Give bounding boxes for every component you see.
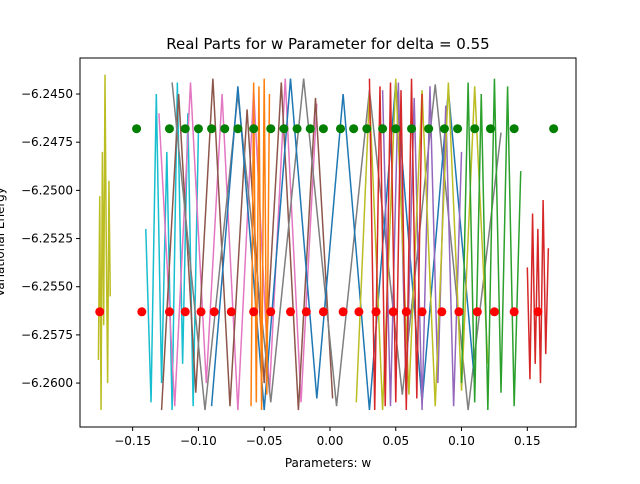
data-point xyxy=(226,307,236,317)
y-tick-label: −6.2525 xyxy=(21,232,73,246)
chart-title: Real Parts for w Parameter for delta = 0… xyxy=(166,35,489,53)
data-point xyxy=(454,307,464,317)
data-point xyxy=(453,124,463,134)
data-point xyxy=(207,124,217,134)
data-point xyxy=(509,124,519,134)
data-point xyxy=(292,124,302,134)
data-point xyxy=(549,124,559,134)
x-tick-label: 0.15 xyxy=(514,434,541,448)
data-point xyxy=(371,307,381,317)
y-axis-label: Variational Energy xyxy=(0,187,7,297)
y-tick-label: −6.2575 xyxy=(21,328,73,342)
axes: −0.15 −0.10 −0.05 0.00 0.05 0.10 0.15 −6.2450 −6… xyxy=(21,57,577,448)
data-line xyxy=(460,78,522,411)
data-point xyxy=(196,307,206,317)
x-tick-label: −0.10 xyxy=(180,434,217,448)
data-point xyxy=(472,307,482,317)
data-line xyxy=(381,82,463,411)
y-tick-label: −6.2500 xyxy=(21,183,73,197)
data-line xyxy=(355,78,489,411)
x-axis-label: Parameters: w xyxy=(285,456,372,470)
data-point xyxy=(470,124,480,134)
data-line xyxy=(526,199,550,384)
data-line xyxy=(97,74,112,411)
data-point xyxy=(533,307,543,317)
data-point xyxy=(305,124,315,134)
data-point xyxy=(266,307,276,317)
data-line xyxy=(145,82,200,411)
x-tick-label: −0.05 xyxy=(246,434,283,448)
data-point xyxy=(388,307,398,317)
data-point xyxy=(407,124,417,134)
data-point xyxy=(401,307,411,317)
data-point xyxy=(362,124,372,134)
x-tick-label: 0.00 xyxy=(317,434,344,448)
data-point xyxy=(391,124,401,134)
data-point xyxy=(132,124,142,134)
plot-area xyxy=(95,74,559,411)
axes-frame xyxy=(79,57,577,428)
data-point xyxy=(137,307,147,317)
x-tick-label: 0.05 xyxy=(382,434,409,448)
data-point xyxy=(95,307,105,317)
data-point xyxy=(509,307,519,317)
data-point xyxy=(354,307,364,317)
y-tick-label: −6.2475 xyxy=(21,135,73,149)
y-tick-label: −6.2550 xyxy=(21,280,73,294)
data-point xyxy=(286,307,296,317)
data-point xyxy=(266,124,276,134)
y-tick-label: −6.2450 xyxy=(21,87,73,101)
x-tick-label: −0.15 xyxy=(114,434,151,448)
data-point xyxy=(180,124,190,134)
data-point xyxy=(180,307,190,317)
data-point xyxy=(437,307,447,317)
data-point xyxy=(164,307,174,317)
data-point xyxy=(249,124,259,134)
data-point xyxy=(335,124,345,134)
data-line xyxy=(171,78,502,411)
data-point xyxy=(489,307,499,317)
data-point xyxy=(220,124,230,134)
data-point xyxy=(349,124,359,134)
data-point xyxy=(193,124,203,134)
data-line xyxy=(368,78,423,411)
data-line xyxy=(250,78,271,411)
data-point xyxy=(301,307,311,317)
data-point xyxy=(279,124,289,134)
data-point xyxy=(318,307,328,317)
data-point xyxy=(164,124,174,134)
data-point xyxy=(318,124,328,134)
y-tick-label: −6.2600 xyxy=(21,376,73,390)
data-line xyxy=(158,78,318,411)
data-line xyxy=(160,78,334,411)
data-point xyxy=(209,307,219,317)
data-point xyxy=(233,124,243,134)
x-tick-label: 0.10 xyxy=(448,434,475,448)
data-point xyxy=(417,307,427,317)
data-point xyxy=(439,124,449,134)
data-point xyxy=(378,124,388,134)
data-point xyxy=(249,307,259,317)
data-point xyxy=(424,124,434,134)
data-point xyxy=(485,124,495,134)
data-point xyxy=(338,307,348,317)
